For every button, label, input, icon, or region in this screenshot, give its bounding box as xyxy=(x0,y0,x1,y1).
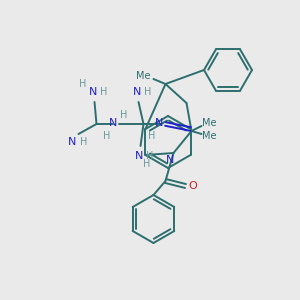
Text: H: H xyxy=(146,151,153,161)
Text: N: N xyxy=(68,137,77,147)
Text: H: H xyxy=(103,131,110,141)
Text: Me: Me xyxy=(136,71,151,81)
Text: N: N xyxy=(89,87,98,97)
Text: H: H xyxy=(79,79,86,89)
Text: N: N xyxy=(166,155,175,165)
Text: H: H xyxy=(80,137,87,147)
Text: Me: Me xyxy=(202,131,217,141)
Text: H: H xyxy=(148,131,155,141)
Text: N: N xyxy=(155,118,164,128)
Text: H: H xyxy=(120,110,127,120)
Text: O: O xyxy=(188,181,197,191)
Text: N: N xyxy=(109,118,118,128)
Text: H: H xyxy=(100,87,107,97)
Text: H: H xyxy=(144,87,151,97)
Text: H: H xyxy=(143,159,150,169)
Text: N: N xyxy=(133,87,142,97)
Text: N: N xyxy=(135,151,144,161)
Text: Me: Me xyxy=(202,118,217,128)
